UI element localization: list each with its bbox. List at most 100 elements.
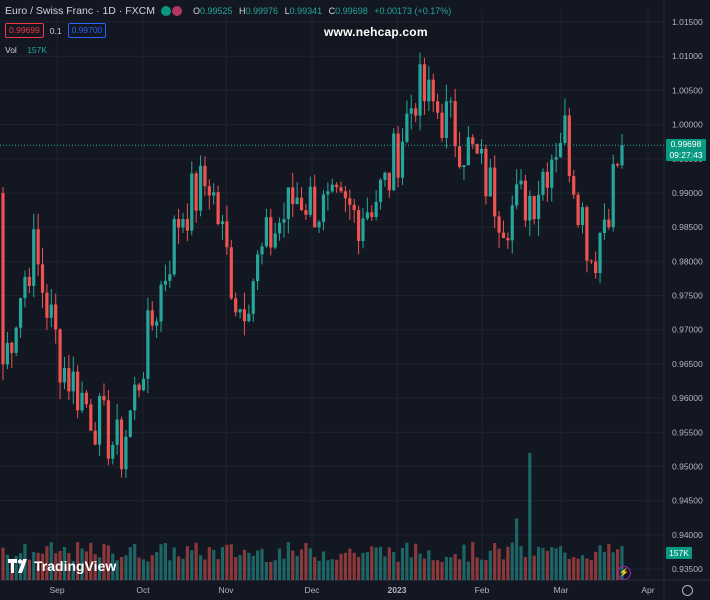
- candle-body: [150, 310, 154, 326]
- x-tick-label-0: Sep: [49, 585, 64, 595]
- volume-bar: [269, 561, 273, 580]
- volume-bar: [436, 560, 440, 580]
- y-tick-label-9: 0.97000: [672, 325, 703, 335]
- y-tick-label-12: 0.95500: [672, 427, 703, 437]
- close-label: C: [328, 6, 336, 16]
- candle-body: [545, 171, 549, 188]
- candle-body: [168, 274, 172, 281]
- volume-bar: [462, 544, 466, 580]
- candle-body: [361, 218, 365, 241]
- volume-bar: [256, 550, 260, 580]
- volume-bar: [536, 546, 541, 580]
- volume-bar: [212, 549, 216, 580]
- volume-bar: [440, 561, 444, 580]
- volume-label[interactable]: Vol: [5, 45, 17, 55]
- candle-body: [1, 192, 5, 365]
- candle-body: [462, 165, 466, 168]
- candle-body: [602, 219, 607, 233]
- y-tick-label-7: 0.98000: [672, 256, 703, 266]
- volume-bar: [532, 555, 536, 580]
- symbol-title[interactable]: Euro / Swiss Franc · 1D · FXCM: [5, 5, 155, 17]
- candle-body: [54, 304, 58, 330]
- volume-bar: [352, 552, 356, 580]
- last-price-tag: 0.99698 09:27:43: [666, 139, 706, 161]
- volume-bar: [594, 551, 598, 580]
- volume-bar: [365, 552, 369, 580]
- volume-bar: [339, 553, 343, 580]
- x-tick-label-4: 2023: [388, 585, 407, 595]
- candle-body: [10, 342, 14, 353]
- candle-body: [519, 180, 523, 185]
- candle-body: [400, 141, 405, 178]
- volume-bar: [545, 550, 549, 580]
- candle-body: [396, 133, 400, 178]
- candle-body: [177, 218, 181, 228]
- candle-body: [585, 207, 589, 261]
- volume-bar: [348, 548, 352, 580]
- y-tick-label-6: 0.98500: [672, 222, 703, 232]
- volume-bar: [519, 546, 523, 580]
- lightning-icon[interactable]: ⚡: [617, 566, 631, 580]
- volume-bar: [484, 560, 488, 580]
- volume-bar: [163, 543, 168, 580]
- volume-bar: [282, 558, 286, 580]
- candle-body: [550, 159, 554, 188]
- volume-bar: [479, 559, 484, 580]
- candle-body: [71, 371, 75, 392]
- candle-body: [304, 210, 308, 215]
- volume-bar: [277, 548, 282, 580]
- candle-body: [343, 191, 348, 199]
- volume-bar: [405, 542, 409, 580]
- candle-body: [392, 133, 396, 191]
- volume-bar: [185, 546, 189, 580]
- branding-text: TradingView: [34, 558, 117, 574]
- candle-body: [488, 167, 492, 197]
- market-status-icon: [160, 6, 171, 16]
- candle-body: [558, 142, 563, 158]
- candle-body: [49, 304, 53, 318]
- buy-button[interactable]: 0.99700: [67, 23, 107, 38]
- candle-body: [580, 207, 585, 226]
- ohlc-values: O0.99525 H0.99976 L0.99341 C0.99698 +0.0…: [189, 6, 451, 16]
- volume-bar: [177, 556, 181, 580]
- volume-bar: [563, 552, 567, 580]
- x-tick-label-5: Feb: [475, 585, 490, 595]
- volume-bar: [501, 559, 506, 580]
- candle-body: [234, 298, 238, 313]
- candle-body: [45, 292, 49, 318]
- open-label: O: [192, 6, 200, 16]
- volume-bar: [541, 547, 545, 580]
- volume-bar: [124, 555, 128, 580]
- change-value: +0.00173 (+0.17%): [374, 6, 452, 16]
- volume-bar: [133, 543, 137, 580]
- candle-body: [291, 187, 295, 205]
- volume-bar: [343, 552, 348, 580]
- volume-legend: Vol 157K: [5, 45, 47, 55]
- sell-button[interactable]: 0.99699: [5, 23, 44, 38]
- candle-body: [339, 187, 343, 192]
- watermark: www.nehcap.com: [324, 25, 428, 39]
- y-tick-label-3: 1.00000: [672, 120, 703, 130]
- candle-body: [97, 396, 102, 445]
- volume-bar: [220, 546, 225, 580]
- gear-icon[interactable]: [682, 585, 693, 596]
- candle-body: [365, 212, 369, 219]
- candle-body: [229, 247, 233, 299]
- candle-body: [269, 217, 273, 248]
- volume-bar: [550, 546, 554, 580]
- tradingview-logo[interactable]: TradingView: [8, 558, 116, 574]
- volume-bar: [378, 546, 383, 580]
- candle-body: [594, 261, 598, 274]
- candle-body: [567, 115, 571, 177]
- volume-bar: [89, 542, 93, 580]
- y-tick-label-2: 1.00500: [672, 85, 703, 95]
- candle-body: [532, 195, 536, 220]
- volume-bar: [580, 555, 585, 580]
- volume-bar: [361, 552, 365, 580]
- volume-bar: [106, 545, 110, 580]
- volume-bar: [207, 547, 211, 580]
- volume-bar: [155, 552, 159, 580]
- candle-body: [541, 171, 545, 195]
- candle-body: [299, 197, 304, 211]
